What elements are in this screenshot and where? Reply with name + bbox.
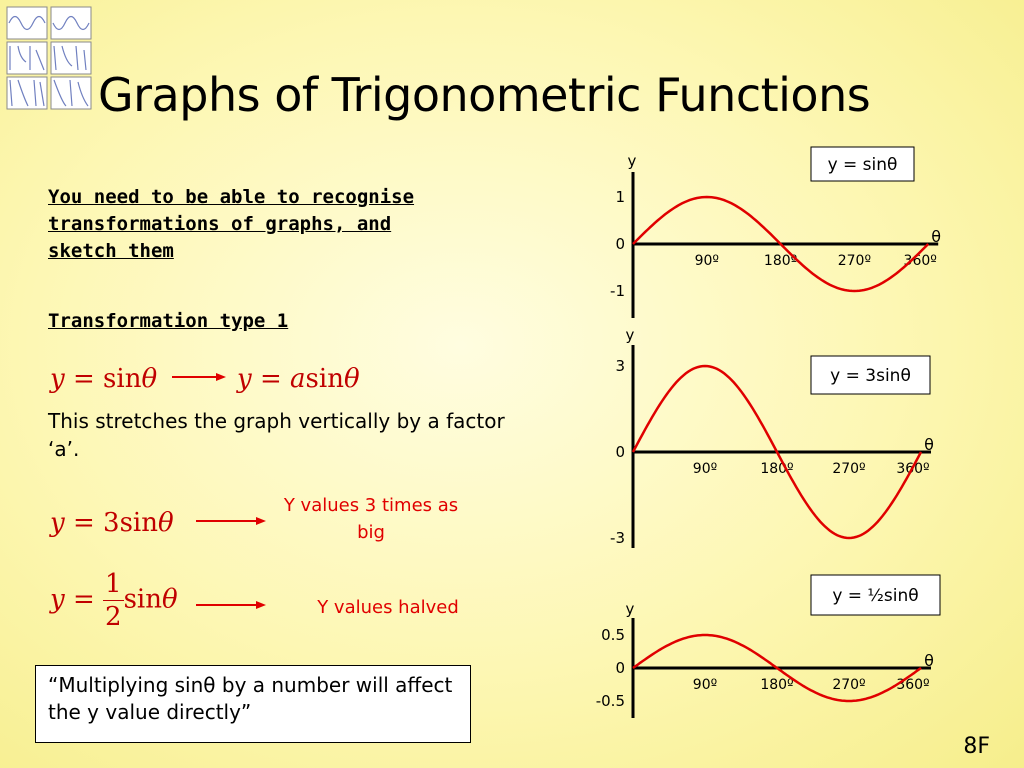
graph-label: y = ½sinθ: [832, 586, 918, 606]
eq-fn: sin: [123, 584, 162, 615]
quote-box: “Multiplying sinθ by a number will affec…: [35, 665, 471, 743]
page-number: 8F: [963, 734, 990, 759]
eq-fn: sin: [305, 364, 344, 394]
graph-label-box: [810, 355, 931, 395]
eq-fn: sin: [119, 508, 158, 538]
graph-thumbnail-icon: [6, 6, 92, 110]
y-tick-label: 0: [615, 443, 625, 461]
y-tick-label: 0: [615, 235, 625, 253]
stretch-explanation: This stretches the graph vertically by a…: [48, 409, 505, 461]
y-axis-label: y: [626, 326, 635, 344]
eq-var-y: y: [237, 364, 252, 394]
arrow-transform-head: [216, 373, 226, 381]
eq-coef: 3: [103, 508, 120, 538]
eq-numerator: 1: [103, 569, 124, 601]
eq-theta: θ: [157, 508, 174, 538]
eq-equals: =: [64, 364, 104, 394]
y-tick-label: -3: [610, 529, 625, 547]
note-three-times: Y values 3 times as big: [283, 495, 459, 543]
x-tick-label: 270º: [832, 461, 865, 477]
equation-3sin: y = 3sinθ: [50, 508, 174, 538]
x-tick-label: 90º: [695, 253, 719, 269]
y-tick-label: 0.5: [601, 626, 625, 644]
y-tick-label: -1: [610, 282, 625, 300]
equation-half-sin: y = 1 2 sinθ: [50, 568, 178, 633]
x-tick-label: 360º: [904, 253, 937, 269]
x-tick-label: 90º: [693, 461, 717, 477]
equation-a-sin: y = asinθ: [237, 364, 360, 394]
x-tick-label: 270º: [838, 253, 871, 269]
eq-fn: sin: [103, 364, 142, 394]
graph-label-box: [810, 574, 941, 616]
x-tick-label: 270º: [832, 677, 865, 693]
x-axis-label: θ: [924, 651, 934, 670]
eq-var-y: y: [50, 584, 65, 615]
y-tick-label: 1: [615, 188, 625, 206]
note-halved: Y values halved: [317, 597, 459, 618]
page-title: Graphs of Trigonometric Functions: [98, 68, 871, 122]
y-axis-label: y: [628, 152, 637, 170]
eq-theta: θ: [161, 584, 178, 615]
graph-label: y = 3sinθ: [830, 366, 911, 386]
graph-label-box: [810, 146, 915, 182]
eq-theta: θ: [343, 364, 360, 394]
x-tick-label: 180º: [764, 253, 797, 269]
x-axis-label: θ: [924, 435, 934, 454]
arrow-three-times-head: [256, 517, 266, 525]
eq-denominator: 2: [105, 602, 122, 632]
transformation-heading: Transformation type 1: [48, 310, 289, 332]
eq-equals: =: [64, 584, 104, 615]
eq-equals: =: [251, 364, 291, 394]
y-tick-label: 0: [615, 659, 625, 677]
graph-label: y = sinθ: [828, 155, 898, 175]
x-tick-label: 90º: [693, 677, 717, 693]
eq-theta: θ: [141, 364, 158, 394]
y-tick-label: 3: [615, 357, 625, 375]
y-axis-label: y: [626, 600, 635, 618]
equation-sin: y = sinθ: [50, 364, 157, 394]
x-tick-label: 360º: [896, 677, 929, 693]
x-tick-label: 180º: [760, 677, 793, 693]
arrow-halved-head: [256, 601, 266, 609]
x-axis-label: θ: [931, 227, 941, 246]
eq-var-y: y: [50, 364, 65, 394]
eq-coef-a: a: [290, 364, 306, 394]
y-tick-label: -0.5: [596, 692, 625, 710]
eq-var-y: y: [50, 508, 65, 538]
eq-equals: =: [64, 508, 104, 538]
intro-text: You need to be able to recognise transfo…: [48, 186, 415, 262]
